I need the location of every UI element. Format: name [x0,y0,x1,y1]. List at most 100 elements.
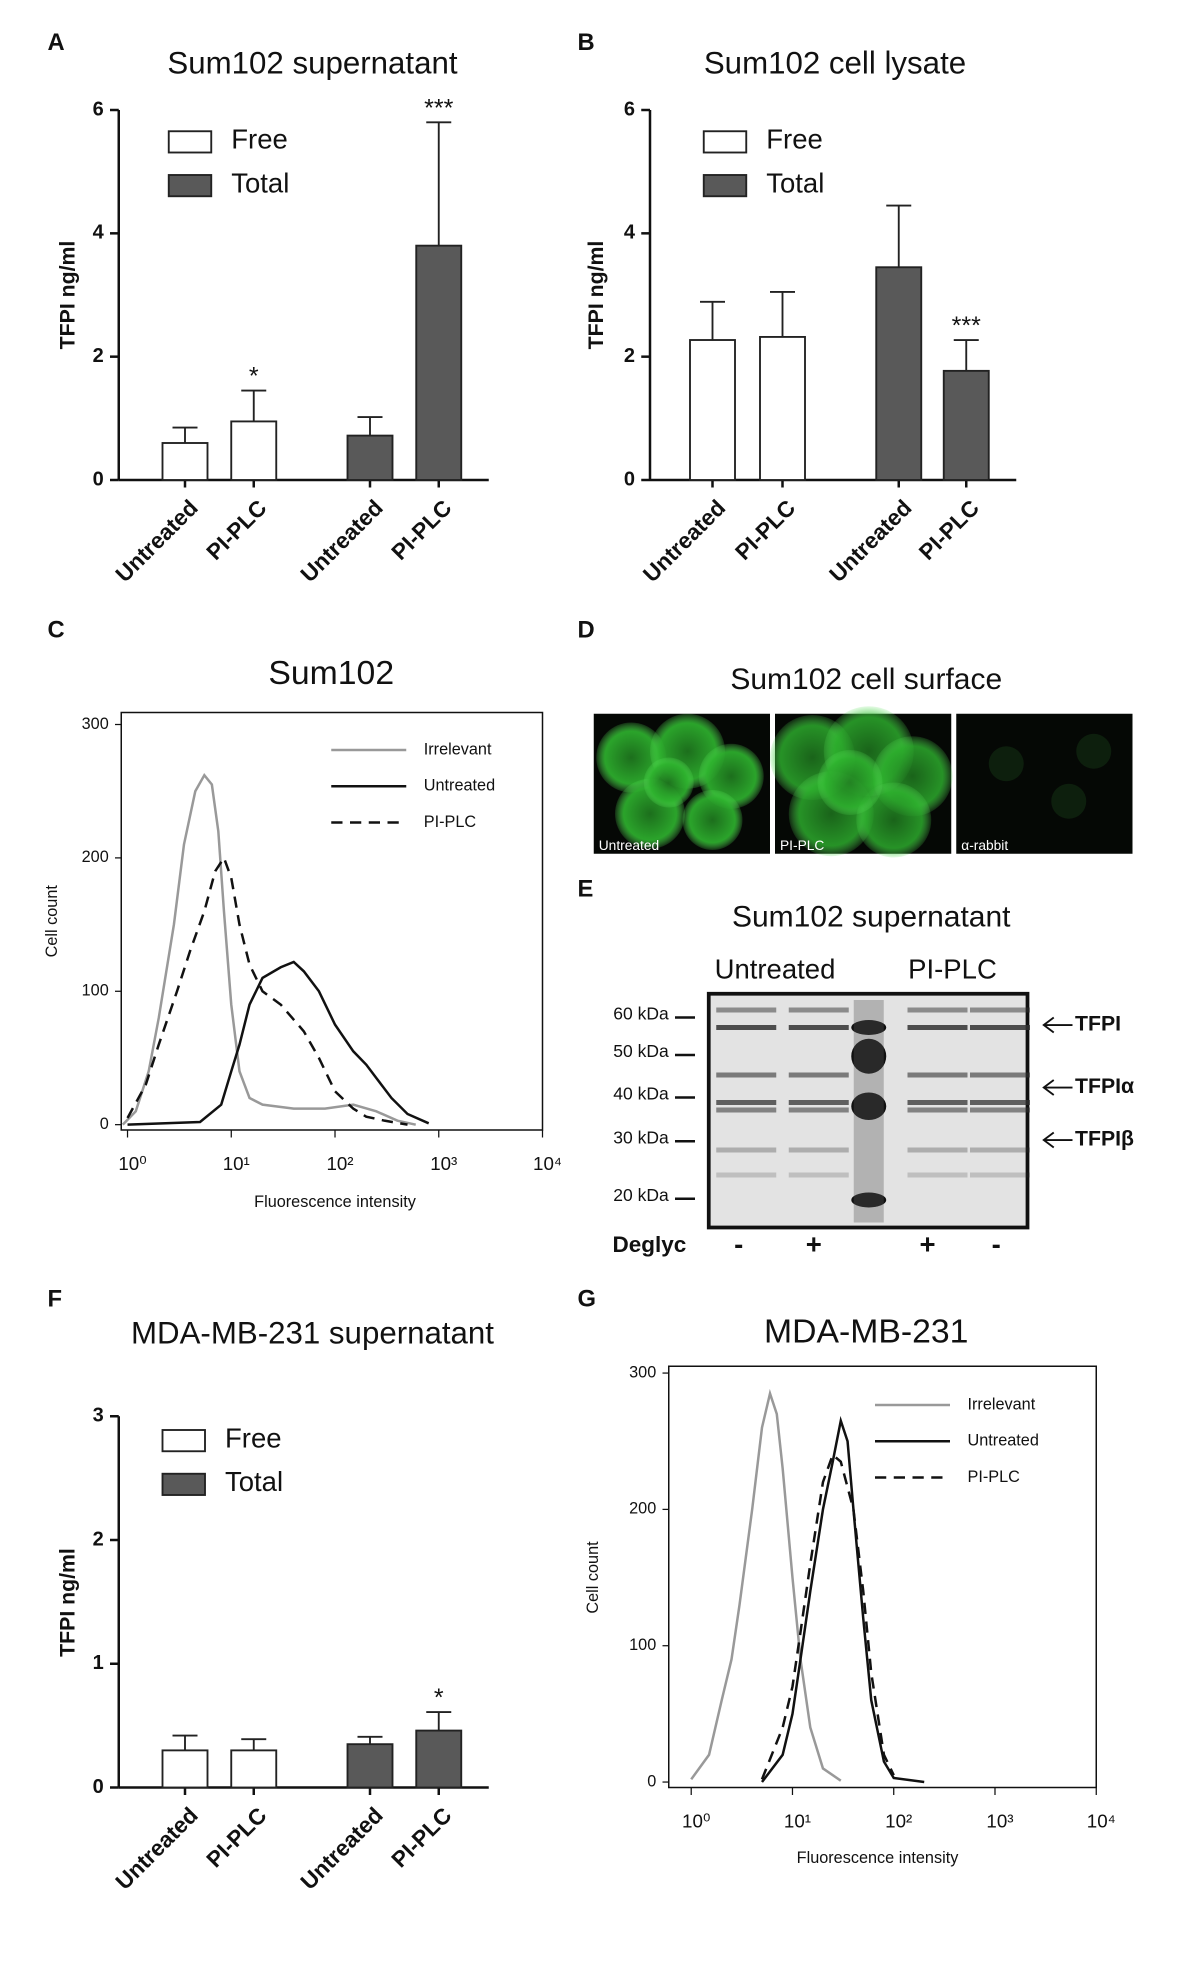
x-tick-label: PI-PLC [387,495,457,565]
legend-label: Total [225,1466,283,1497]
legend-swatch [161,1429,206,1453]
y-tick-label: 4 [624,222,636,244]
band [907,1100,968,1105]
y-axis-label: Cell count [43,885,61,958]
x-tick-label: 10² [326,1153,353,1174]
marker-band [851,1092,887,1120]
x-tick-label: Untreated [296,495,388,587]
x-tick-label: 10⁰ [118,1153,146,1174]
group-label: PI-PLC [908,954,997,985]
panel-label: G [578,1285,596,1312]
legend-label: Free [766,124,823,155]
x-tick-label: PI-PLC [914,495,984,565]
band [907,1007,968,1013]
band-label: TFPI [1075,1012,1121,1036]
arrow-head [1042,1079,1055,1096]
bar [875,266,923,481]
y-tick-label: 200 [82,848,109,866]
x-tick-label: PI-PLC [202,1803,272,1873]
histogram-curve [690,1388,842,1782]
panel-label: D [578,617,595,644]
panel-label: A [48,29,65,56]
legend-label: Irrelevant [424,740,492,758]
chart-title: Sum102 [268,654,394,692]
y-tick-label: 0 [100,1115,109,1133]
plot-frame [120,711,544,1131]
band [970,1107,1030,1113]
chart-title: Sum102 supernatant [167,45,457,80]
chart-title: MDA-MB-231 [764,1313,968,1351]
y-tick-label: 0 [647,1772,656,1790]
bar [161,442,209,481]
band [716,1072,777,1078]
x-tick-label: 10³ [430,1153,457,1174]
bar [415,244,463,481]
y-tick-label: 100 [629,1636,656,1654]
band [716,1172,777,1178]
micrograph-label: α-rabbit [961,838,1008,853]
chart-title: Sum102 cell lysate [704,45,966,80]
x-tick-label: Untreated [638,495,730,587]
lane-label: + [919,1229,935,1260]
y-tick-label: 0 [93,1776,104,1798]
group-label: Untreated [715,954,836,985]
legend-label: Total [766,167,824,198]
bar [230,1749,278,1789]
legend-swatch [161,1472,206,1496]
plot-frame [668,1365,1097,1789]
x-tick-label: Untreated [111,495,203,587]
legend-swatch [702,174,748,198]
band [716,1100,777,1105]
band [788,1007,849,1013]
x-tick-label: 10⁴ [1087,1810,1116,1831]
legend-swatch [167,130,213,154]
x-tick-label: Untreated [111,1803,203,1895]
panel-title: Sum102 cell surface [730,663,1002,696]
y-tick-label: 6 [624,98,635,120]
x-tick-label: PI-PLC [202,495,272,565]
cell [1051,783,1087,819]
bar [415,1729,463,1789]
band [907,1072,968,1078]
band-label: TFPIβ [1075,1127,1134,1151]
x-tick-label: 10³ [986,1810,1013,1831]
histogram-curve [760,1452,895,1780]
legend-swatch [702,130,748,154]
legend-label: Free [231,124,288,155]
micrograph-label: Untreated [599,838,659,853]
x-tick-label: Untreated [825,495,917,587]
y-tick-label: 0 [624,468,635,490]
bar [230,420,278,481]
row-label: Deglyc [613,1232,687,1257]
x-tick-label: PI-PLC [730,495,800,565]
band [788,1147,849,1153]
legend-label: PI-PLC [424,813,477,831]
legend-swatch [167,174,213,198]
cell [1076,733,1112,769]
band [907,1025,968,1030]
x-tick-label: 10² [885,1810,912,1831]
band-label: TFPIα [1075,1074,1134,1098]
x-axis-label: Fluorescence intensity [254,1193,417,1211]
y-tick-label: 2 [93,345,104,367]
band [970,1172,1030,1178]
band [716,1007,777,1013]
y-tick-label: 300 [82,715,109,733]
arrow-head [1042,1016,1055,1034]
x-tick-label: Untreated [296,1803,388,1895]
histogram-curve [127,960,430,1126]
x-tick-label: 10⁰ [682,1810,710,1831]
y-tick-label: 300 [629,1363,656,1381]
x-tick-label: PI-PLC [387,1803,457,1873]
legend-label: Free [225,1422,282,1453]
bar [346,1743,394,1789]
panel-label: E [578,875,594,902]
band [716,1025,777,1030]
y-axis-label: Cell count [584,1541,602,1614]
y-tick-label: 200 [629,1500,656,1518]
band [907,1147,968,1153]
y-tick-label: 0 [93,468,104,490]
y-tick-label: 1 [93,1652,104,1674]
marker-label: 30 kDa [613,1127,669,1147]
